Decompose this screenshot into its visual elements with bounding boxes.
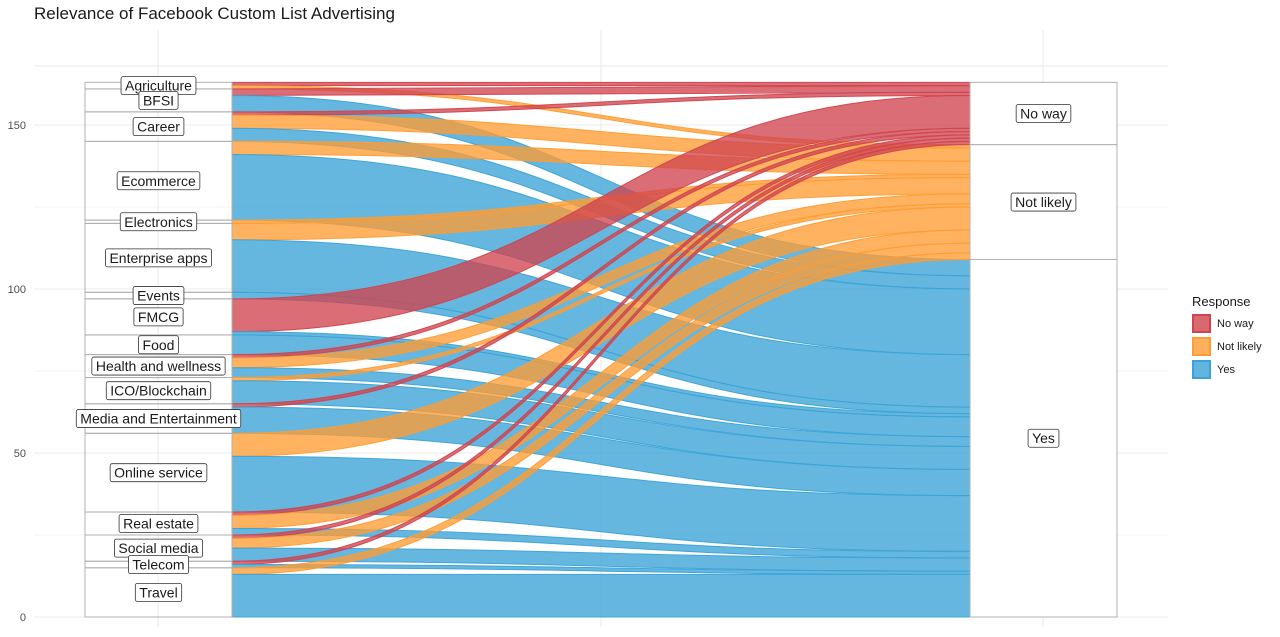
legend-item-yes: Yes (1192, 358, 1262, 381)
label-agriculture: Agriculture (120, 76, 197, 96)
y-tick-label: 150 (8, 120, 26, 132)
legend-title: Response (1192, 294, 1251, 309)
svg-text:Ecommerce: Ecommerce (121, 173, 196, 189)
legend-swatch (1192, 314, 1211, 333)
legend-label: No way (1217, 317, 1254, 330)
label-electronics: Electronics (119, 212, 198, 232)
label-travel: Travel (134, 583, 183, 602)
label-yes: Yes (1027, 428, 1060, 448)
svg-text:Media and Entertainment: Media and Entertainment (80, 411, 237, 427)
svg-text:ICO/Blockchain: ICO/Blockchain (110, 383, 206, 399)
label-not-likely: Not likely (1010, 192, 1077, 212)
svg-text:Not likely: Not likely (1015, 194, 1072, 210)
svg-text:Travel: Travel (139, 584, 177, 600)
svg-text:Health and wellness: Health and wellness (96, 358, 221, 374)
svg-text:Social media: Social media (118, 540, 198, 556)
svg-text:Food: Food (143, 337, 175, 353)
legend-swatch (1192, 360, 1211, 379)
label-bfsi: BFSI (138, 91, 179, 110)
svg-text:BFSI: BFSI (143, 92, 174, 108)
flow-agriculture-no-way (231, 81, 971, 87)
label-health-and-wellness: Health and wellness (91, 356, 226, 376)
flow-layer (231, 81, 971, 618)
legend-label: Not likely (1217, 340, 1262, 353)
legend-label: Yes (1217, 363, 1235, 376)
label-ecommerce: Ecommerce (116, 171, 201, 191)
svg-text:Career: Career (137, 119, 180, 135)
label-enterprise-apps: Enterprise apps (105, 248, 212, 268)
svg-text:Electronics: Electronics (124, 214, 192, 230)
chart-title: Relevance of Facebook Custom List Advert… (34, 4, 395, 23)
label-telecom: Telecom (128, 555, 189, 574)
svg-text:Real estate: Real estate (123, 516, 194, 532)
flow-travel-yes (231, 573, 971, 618)
y-tick-label: 50 (14, 448, 26, 460)
legend-swatch (1192, 337, 1211, 356)
label-real-estate: Real estate (118, 514, 199, 533)
svg-text:Events: Events (137, 288, 180, 304)
label-food: Food (138, 335, 179, 355)
label-fmcg: FMCG (133, 307, 184, 327)
label-no-way: No way (1015, 104, 1072, 123)
legend-item-no-way: No way (1192, 312, 1262, 335)
svg-text:No way: No way (1020, 106, 1067, 122)
svg-text:Telecom: Telecom (132, 557, 184, 573)
label-career: Career (132, 117, 185, 137)
svg-text:Enterprise apps: Enterprise apps (109, 250, 207, 266)
svg-text:Online service: Online service (114, 465, 203, 481)
label-events: Events (132, 286, 185, 305)
label-online-service: Online service (109, 463, 208, 483)
label-ico-blockchain: ICO/Blockchain (105, 381, 212, 401)
legend: Response No way Not likely Yes (1192, 294, 1262, 381)
svg-text:Agriculture: Agriculture (125, 78, 192, 94)
legend-item-not-likely: Not likely (1192, 335, 1262, 358)
svg-text:Yes: Yes (1032, 430, 1055, 446)
y-tick-label: 100 (8, 284, 26, 296)
y-tick-label: 0 (20, 612, 26, 624)
label-media-and-entertainment: Media and Entertainment (75, 409, 242, 428)
label-social-media: Social media (114, 538, 203, 558)
svg-text:FMCG: FMCG (138, 309, 179, 325)
